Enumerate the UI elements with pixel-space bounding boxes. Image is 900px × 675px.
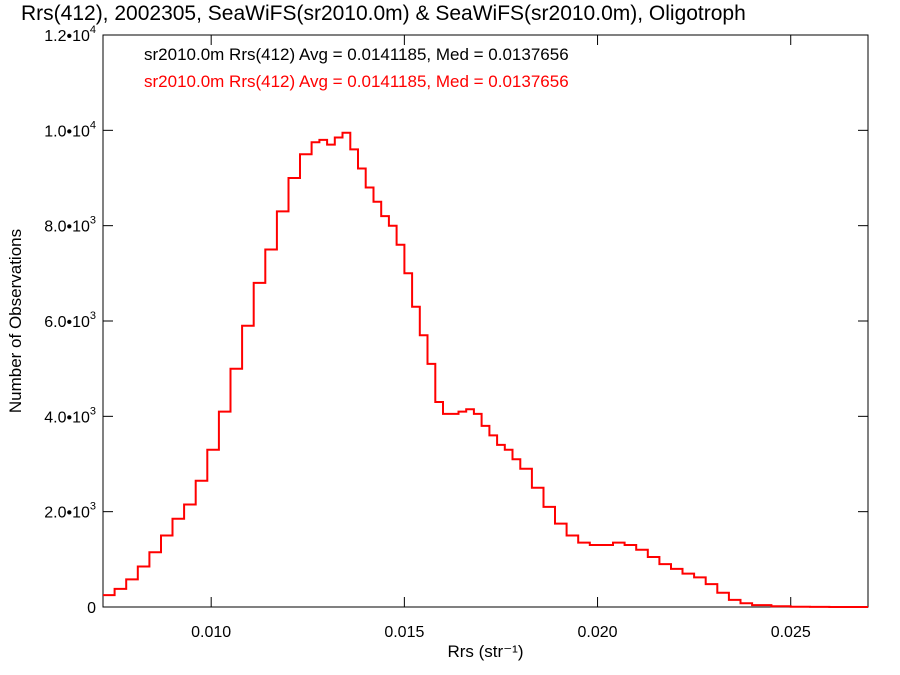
y-tick-label: 2.0•103 xyxy=(44,501,96,522)
plot-frame xyxy=(102,34,869,608)
x-axis-ticks: 0.010 0.015 0.020 0.025 xyxy=(191,35,811,641)
stats-annotation: sr2010.0m Rrs(412) Avg = 0.0141185, Med … xyxy=(144,72,569,91)
x-tick-label: 0.025 xyxy=(771,624,811,641)
x-axis-label: Rrs (str⁻¹) xyxy=(447,642,523,661)
chart-title: Rrs(412), 2002305, SeaWiFS(sr2010.0m) & … xyxy=(21,2,746,25)
y-tick-label: 0 xyxy=(87,600,96,617)
y-tick-label: 1.0•104 xyxy=(44,119,96,140)
y-tick-label: 8.0•103 xyxy=(44,215,96,236)
x-tick-label: 0.015 xyxy=(384,624,424,641)
x-tick-label: 0.020 xyxy=(578,624,618,641)
x-tick-label: 0.010 xyxy=(191,624,231,641)
legend-annotations: sr2010.0m Rrs(412) Avg = 0.0141185, Med … xyxy=(144,45,569,91)
series-line-red xyxy=(103,131,868,608)
stats-annotation: sr2010.0m Rrs(412) Avg = 0.0141185, Med … xyxy=(144,45,569,64)
y-tick-label: 1.2•104 xyxy=(44,24,96,45)
y-axis-label: Number of Observations xyxy=(6,229,25,413)
y-tick-label: 4.0•103 xyxy=(44,405,96,426)
y-axis-ticks: 0 2.0•103 4.0•103 6.0•103 8.0•103 1.0•104 1.2•… xyxy=(44,24,868,617)
y-tick-label: 6.0•103 xyxy=(44,310,96,331)
